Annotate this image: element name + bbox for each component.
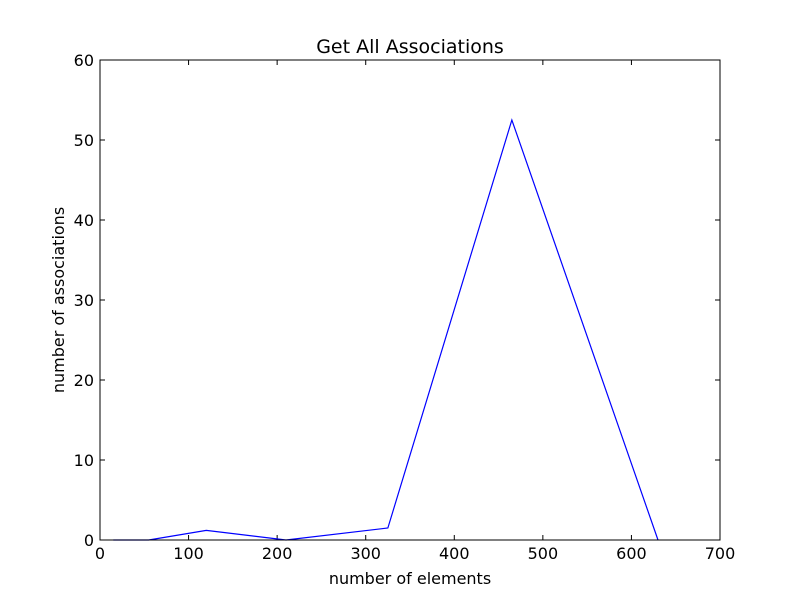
- y-tick-label: 0: [84, 531, 94, 550]
- x-tick-label: 400: [439, 544, 470, 563]
- y-axis-title: number of associations: [49, 207, 68, 393]
- chart-title: Get All Associations: [316, 36, 504, 58]
- x-tick-label: 300: [350, 544, 381, 563]
- y-tick-label: 20: [74, 371, 94, 390]
- y-tick-label: 60: [74, 51, 94, 70]
- y-tick-label: 50: [74, 131, 94, 150]
- x-tick-label: 500: [528, 544, 559, 563]
- x-tick-label: 600: [616, 544, 647, 563]
- x-tick-label: 100: [173, 544, 204, 563]
- ticks-layer: 0 100 200 300 400 500 600 700 0 10 20 30 40 50 60: [74, 51, 736, 563]
- x-tick-label: 200: [262, 544, 293, 563]
- x-tick-label: 700: [705, 544, 736, 563]
- y-tick-label: 10: [74, 451, 94, 470]
- y-tick-label: 40: [74, 211, 94, 230]
- x-axis-title: number of elements: [329, 569, 491, 588]
- series-line-0: [113, 118, 659, 541]
- y-tick-label: 30: [74, 291, 94, 310]
- x-tick-label: 0: [95, 544, 105, 563]
- plot-frame: [99, 59, 721, 541]
- plot-layer: [113, 118, 659, 541]
